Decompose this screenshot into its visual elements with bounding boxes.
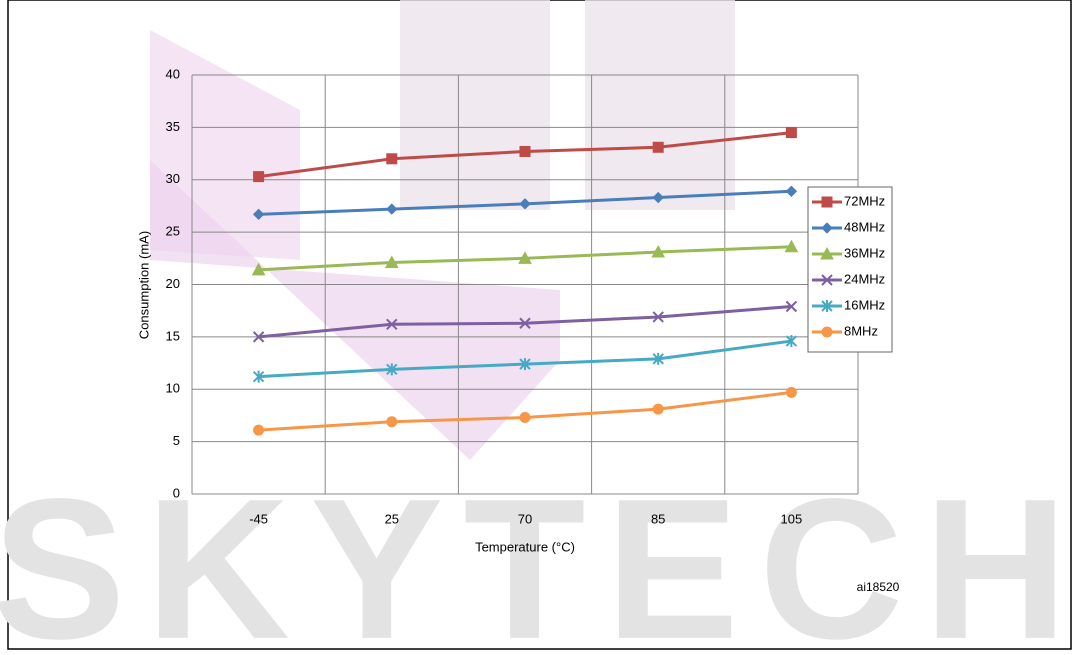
legend-box [807, 186, 893, 353]
x-tick-label: 105 [781, 511, 803, 526]
y-axis-label: Consumption (mA) [136, 231, 151, 339]
legend-marker [821, 274, 833, 286]
marker [784, 239, 799, 253]
legend: 72MHz 48MHz 36MHz 24MHz 16MHz 8MHz [807, 186, 893, 353]
legend-marker [821, 196, 833, 208]
marker [251, 262, 266, 276]
marker [785, 300, 798, 313]
watermark: SKYTECH [0, 458, 1080, 650]
marker [518, 251, 532, 264]
legend-label: 24MHz [844, 271, 885, 286]
annotation: ai18520 [857, 580, 900, 594]
marker [652, 403, 664, 415]
y-tick-label: 10 [166, 381, 180, 396]
x-tick-label: 85 [651, 511, 665, 526]
y-tick-label: 30 [166, 171, 180, 186]
marker [252, 370, 265, 383]
x-tick-label: 70 [518, 511, 532, 526]
legend-label: 48MHz [844, 219, 885, 234]
marker [519, 358, 531, 371]
watermark-shape [150, 160, 560, 460]
marker [785, 127, 797, 139]
x-axis-label: Temperature (°C) [475, 539, 575, 554]
legend-marker [821, 326, 833, 338]
y-tick-label: 25 [166, 224, 180, 239]
marker [384, 255, 399, 269]
marker [386, 153, 398, 165]
marker [519, 145, 531, 157]
marker [519, 198, 531, 210]
legend-marker [821, 222, 833, 234]
marker [252, 331, 265, 343]
marker [785, 335, 798, 348]
marker [386, 318, 398, 331]
legend-label: 8MHz [844, 323, 878, 338]
marker [519, 412, 531, 424]
marker [651, 244, 666, 258]
legend-label: 16MHz [844, 297, 885, 312]
watermark-shape [585, 0, 735, 210]
marker [785, 185, 798, 197]
marker [386, 203, 398, 215]
legend-label: 36MHz [844, 245, 885, 260]
x-tick-label: -45 [249, 511, 268, 526]
marker [386, 363, 398, 376]
marker [652, 141, 664, 153]
marker [252, 208, 265, 221]
legend-label: 72MHz [844, 193, 885, 208]
marker [253, 424, 265, 436]
legend-marker [821, 300, 833, 312]
y-tick-label: 20 [166, 276, 180, 291]
marker [519, 317, 531, 329]
y-tick-label: 5 [173, 433, 180, 448]
y-tick-label: 0 [173, 485, 180, 500]
marker [386, 416, 398, 428]
watermark-shape [400, 0, 550, 210]
marker [652, 191, 664, 204]
marker [652, 311, 664, 323]
x-tick-label: 25 [385, 511, 399, 526]
marker [253, 171, 265, 183]
legend-marker [820, 246, 834, 260]
plot: 0 5 10 15 20 25 30 35 40 -45 25 70 85 105 72MHz 48MHz 36… [166, 66, 893, 526]
y-tick-label: 35 [166, 119, 180, 134]
y-tick-label: 40 [166, 66, 180, 81]
marker [652, 352, 664, 365]
marker [785, 386, 797, 398]
y-tick-label: 15 [166, 328, 180, 343]
